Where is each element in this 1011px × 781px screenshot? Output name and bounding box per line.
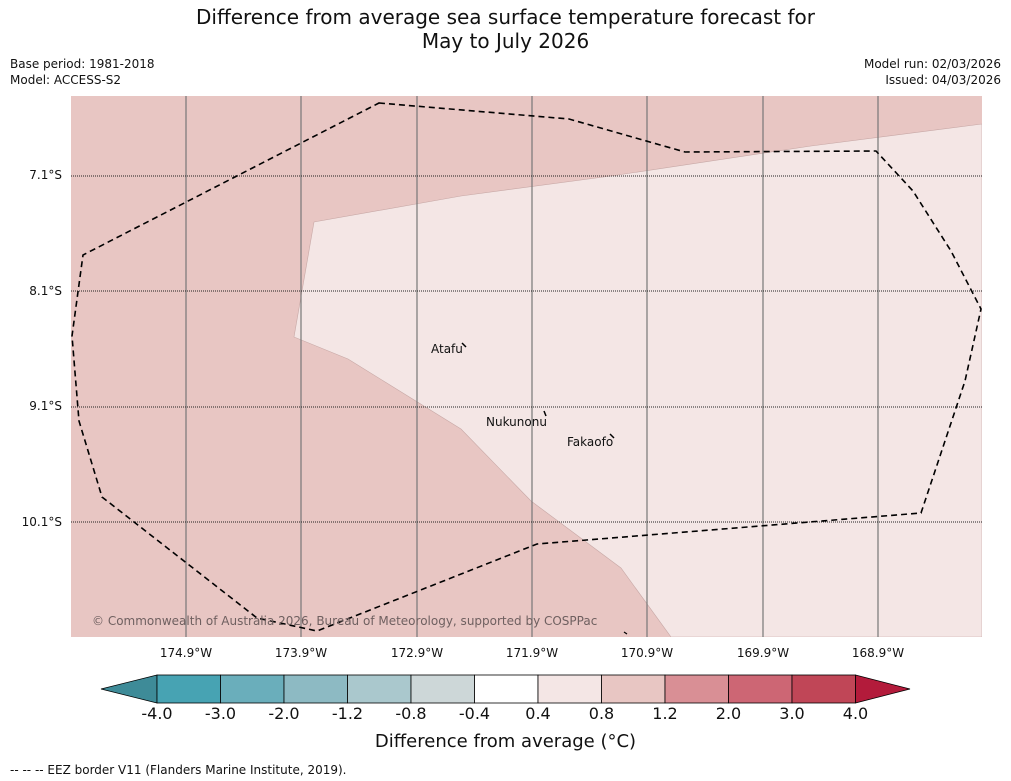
reef-marker [623, 631, 628, 635]
issued-date: Issued: 04/03/2026 [885, 73, 1001, 87]
colorbar-bin-minus2-minus1-2 [283, 674, 348, 704]
colorbar [100, 674, 911, 704]
meta-right: Model run: 02/03/2026 Issued: 04/03/2026 [864, 56, 1001, 88]
colorbar-high-extension [855, 674, 911, 704]
colorbar-bin-minus0-4-0-4 [474, 674, 539, 704]
lon-label-168-9w: 168.9°W [851, 646, 905, 660]
fakaofo-island-shape [609, 433, 615, 439]
lat-label-10-1s: 10.1°S [21, 515, 62, 529]
sst-anomaly-map [71, 96, 982, 637]
colorbar-tick: -1.2 [331, 704, 364, 723]
colorbar-tick: 4.0 [842, 704, 869, 723]
colorbar-bin-3-0-4-0 [791, 674, 856, 704]
colorbar-bin-0-8-1-2 [601, 674, 666, 704]
colorbar-low-extension [100, 674, 158, 704]
chart-title: Difference from average sea surface temp… [0, 5, 1011, 53]
colorbar-tick: -3.0 [204, 704, 237, 723]
colorbar-tick: -2.0 [268, 704, 300, 723]
copyright-notice: © Commonwealth of Australia 2026, Bureau… [92, 614, 598, 628]
lon-label-172-9w: 172.9°W [390, 646, 444, 660]
lat-label-7-1s: 7.1°S [29, 168, 62, 182]
base-period: Base period: 1981-2018 [10, 57, 155, 71]
eez-border [71, 102, 982, 632]
colorbar-bin-0-4-0-8 [537, 674, 602, 704]
colorbar-tick: 3.0 [779, 704, 805, 723]
lon-label-171-9w: 171.9°W [505, 646, 559, 660]
place-atafu: Atafu [431, 342, 463, 356]
colorbar-bin-1-2-2-0 [664, 674, 729, 704]
lat-label-9-1s: 9.1°S [29, 399, 62, 413]
colorbar-tick: 1.2 [652, 704, 678, 723]
model-run: Model run: 02/03/2026 [863, 57, 1001, 71]
eez-footnote: -- -- -- EEZ border V11 (Flanders Marine… [10, 763, 347, 777]
model-name: Model: ACCESS-S2 [10, 73, 122, 87]
place-nukunonu: Nukunonu [486, 415, 547, 429]
colorbar-tick: -0.8 [395, 704, 427, 723]
lon-label-170-9w: 170.9°W [620, 646, 674, 660]
meta-left: Base period: 1981-2018 Model: ACCESS-S2 [10, 56, 155, 88]
longitude-gridlines [185, 96, 879, 637]
chart-title-line-1: Difference from average sea surface temp… [195, 5, 815, 29]
lat-label-8-1s: 8.1°S [29, 284, 62, 298]
colorbar-tick: -0.4 [458, 704, 491, 723]
colorbar-tick: 0.4 [525, 704, 551, 723]
chart-title-line-2: May to July 2026 [421, 29, 590, 53]
colorbar-bin-2-0-3-0 [728, 674, 793, 704]
colorbar-bin-minus1-2-minus0-8 [347, 674, 412, 704]
lon-label-173-9w: 173.9°W [274, 646, 328, 660]
nukunonu-island-shape [543, 410, 547, 417]
place-fakaofo: Fakaofo [567, 435, 614, 449]
colorbar-bin-minus0-8-minus0-4 [410, 674, 475, 704]
lon-label-174-9w: 174.9°W [159, 646, 213, 660]
lon-label-169-9w: 169.9°W [736, 646, 790, 660]
colorbar-tick: -4.0 [141, 704, 173, 723]
colorbar-bin-minus3-minus2 [220, 674, 285, 704]
colorbar-tick: 2.0 [715, 704, 742, 723]
colorbar-label: Difference from average (°C) [374, 731, 637, 752]
colorbar-bin-minus4-minus3 [156, 674, 221, 704]
atafu-island-shape [461, 342, 467, 348]
colorbar-tick: 0.8 [588, 704, 615, 723]
